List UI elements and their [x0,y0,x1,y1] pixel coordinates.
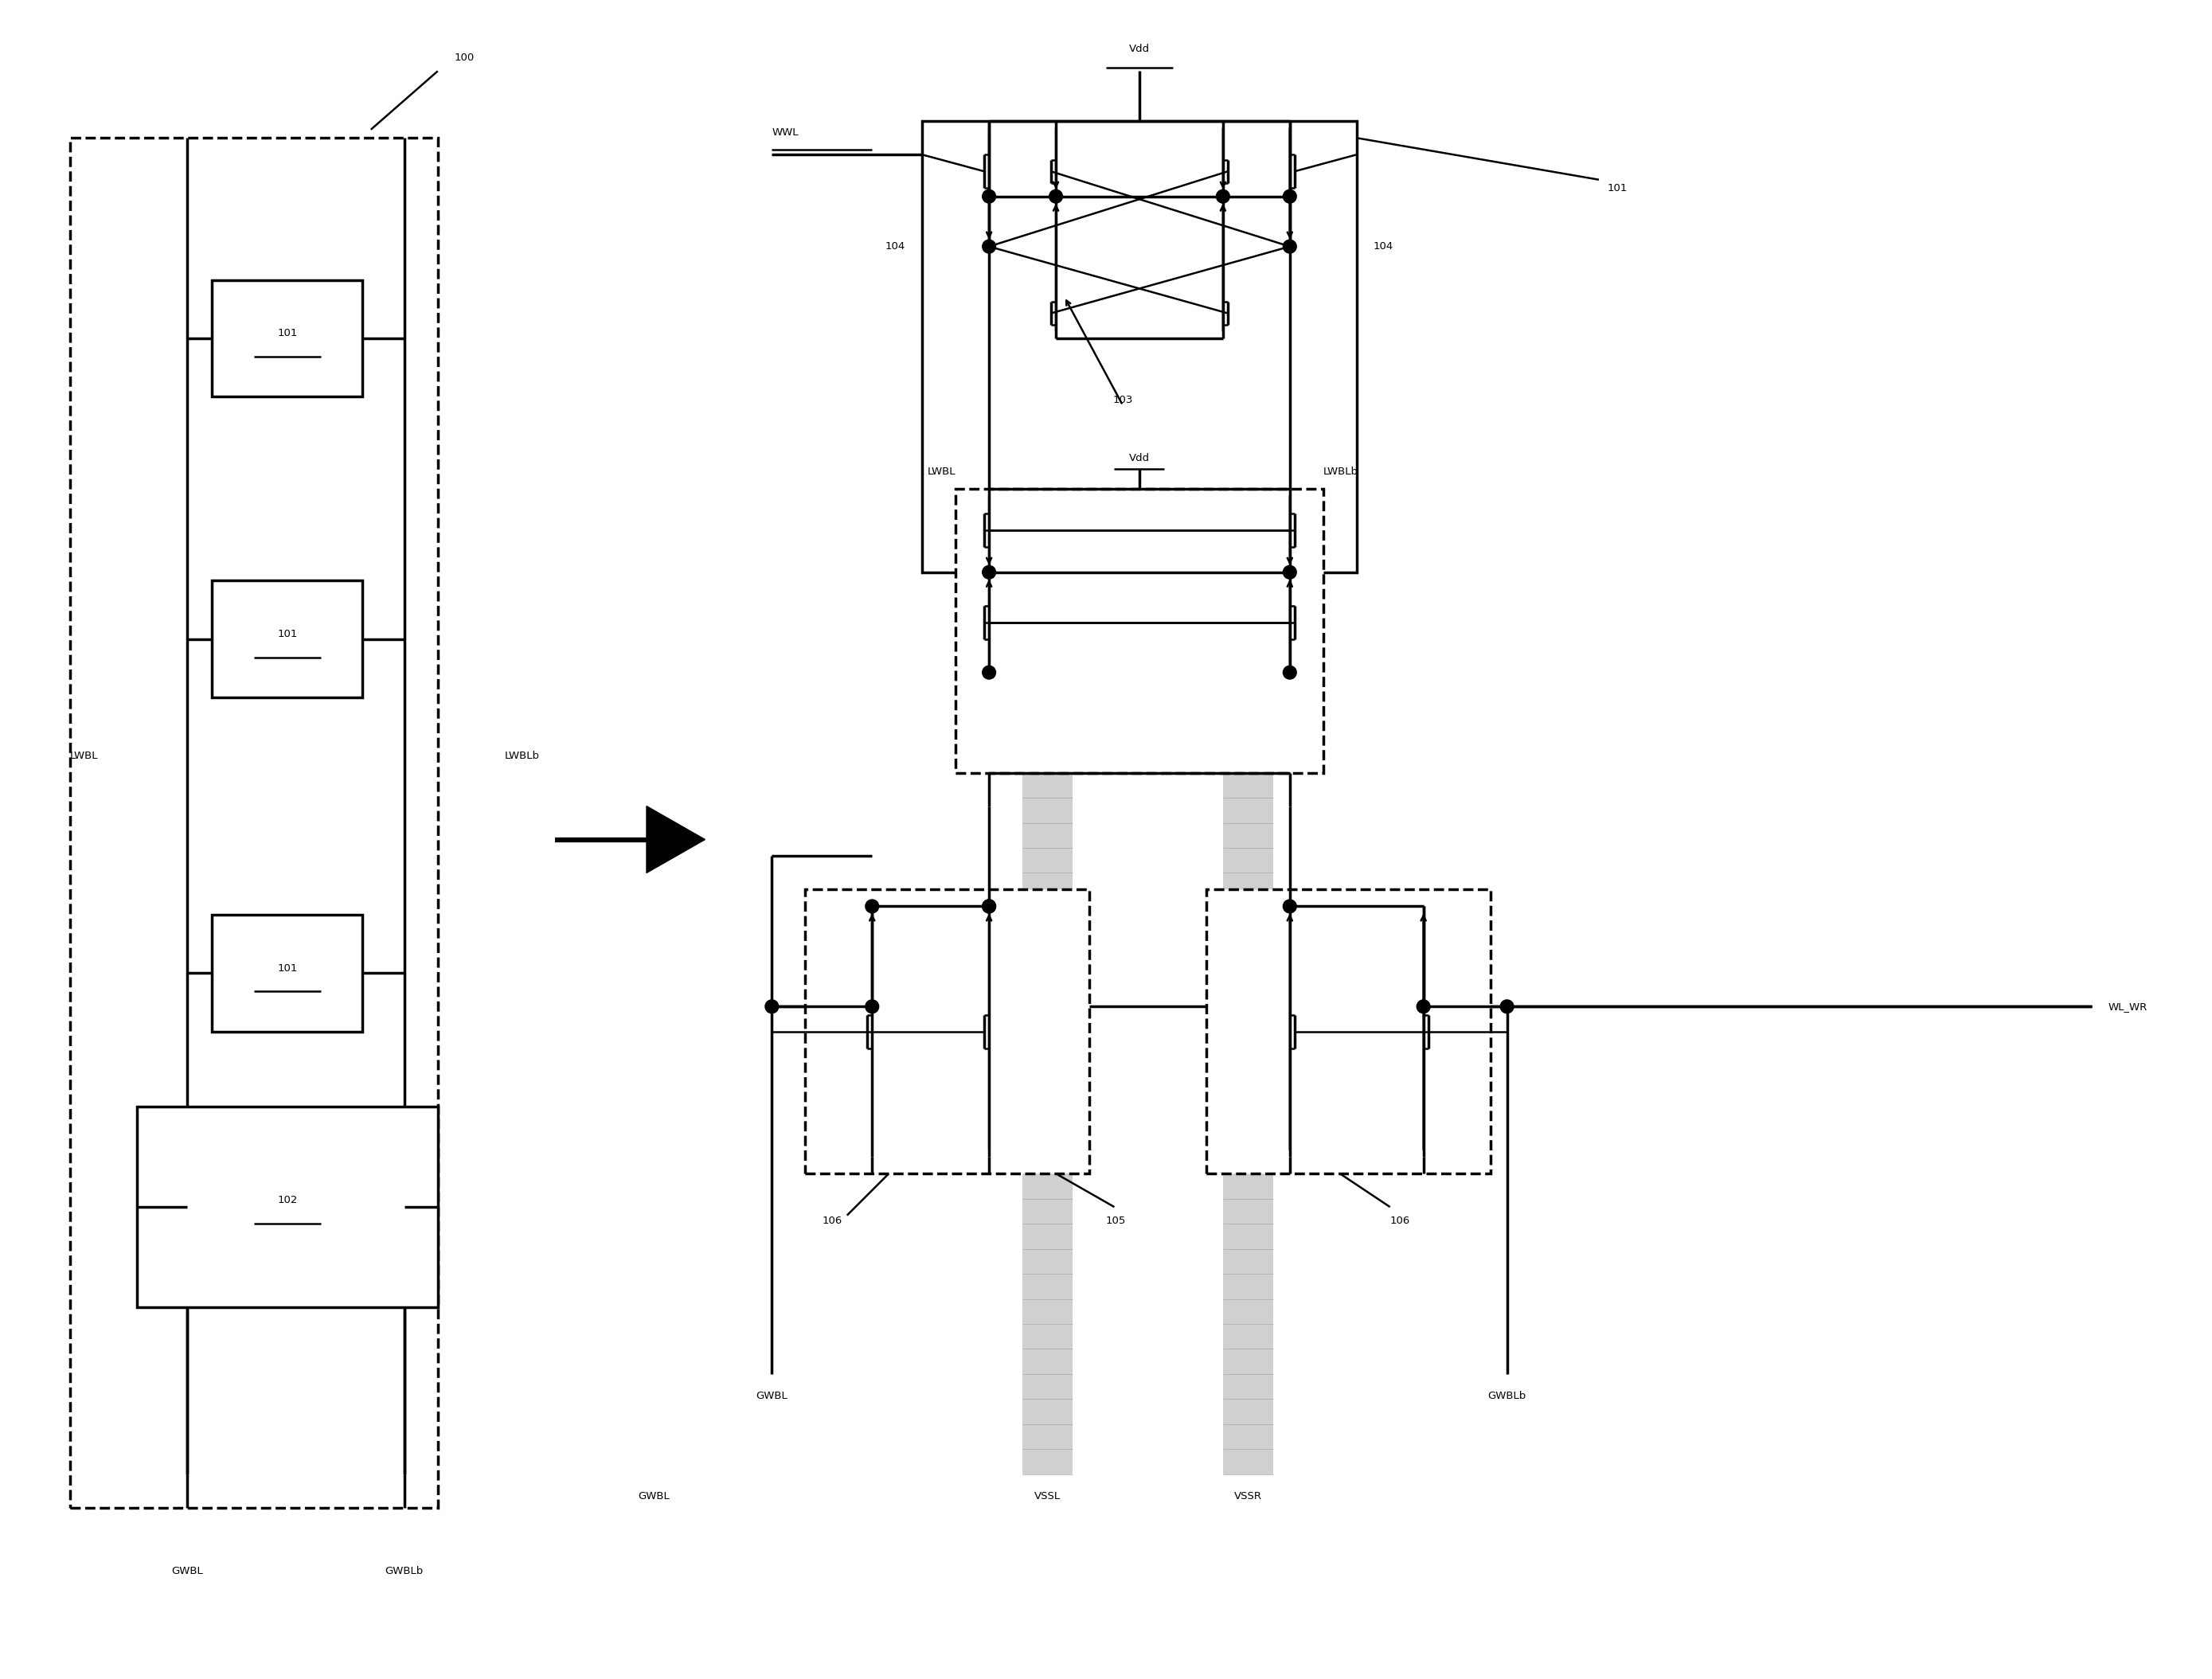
Circle shape [1217,190,1230,203]
Text: 104: 104 [1374,242,1394,252]
Circle shape [1416,1001,1431,1012]
Bar [1206,890,1491,1174]
Text: GWBLb: GWBLb [1489,1390,1526,1400]
Text: VSSR: VSSR [1234,1491,1263,1501]
Text: 106: 106 [823,1216,843,1226]
Text: 101: 101 [276,327,296,339]
Circle shape [982,240,995,254]
Circle shape [1283,900,1296,913]
Circle shape [982,667,995,678]
Text: GWBL: GWBL [757,1390,787,1400]
Bar [1022,171,1073,1474]
Bar [212,280,363,396]
Bar [1223,171,1274,1474]
Circle shape [865,900,878,913]
Circle shape [1283,667,1296,678]
Polygon shape [646,806,706,873]
Text: 105: 105 [1106,1216,1126,1226]
Text: 102: 102 [276,1195,296,1206]
Circle shape [1048,190,1062,203]
Circle shape [982,900,995,913]
Bar [212,581,363,697]
Text: 101: 101 [1608,183,1628,193]
Text: 106: 106 [1389,1216,1409,1226]
Circle shape [865,1001,878,1012]
Circle shape [1283,190,1296,203]
Text: Vdd: Vdd [1128,44,1150,54]
Text: LWBLb: LWBLb [1323,467,1358,477]
Text: 101: 101 [276,964,296,974]
Text: GWBL: GWBL [170,1567,204,1577]
Text: Vdd: Vdd [1128,453,1150,463]
Text: WL_WR: WL_WR [2108,1001,2148,1012]
Bar [212,915,363,1031]
Text: GWBLb: GWBLb [385,1567,422,1577]
Text: 101: 101 [276,630,296,640]
Text: VSSL: VSSL [1035,1491,1062,1501]
Text: LWBL: LWBL [927,467,956,477]
Bar [71,138,438,1508]
Circle shape [765,1001,779,1012]
Circle shape [982,900,995,913]
Text: LWBL: LWBL [71,751,97,761]
Text: 100: 100 [453,52,476,62]
Text: LWBLb: LWBLb [504,751,540,761]
Bar [922,121,1356,573]
Circle shape [1283,566,1296,579]
Bar [137,1106,438,1308]
Text: 103: 103 [1113,395,1133,405]
Text: WWL: WWL [772,128,799,138]
Circle shape [982,190,995,203]
Text: 104: 104 [885,242,905,252]
Bar [805,890,1088,1174]
Bar [956,489,1323,772]
Circle shape [982,566,995,579]
Circle shape [1283,240,1296,254]
Text: GWBL: GWBL [639,1491,670,1501]
Circle shape [1500,1001,1513,1012]
